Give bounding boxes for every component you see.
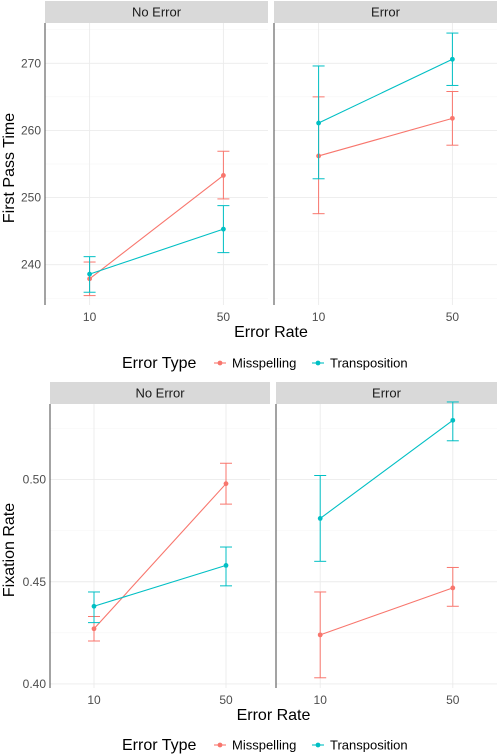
data-point xyxy=(91,626,97,632)
facet-strip xyxy=(50,382,270,404)
data-point xyxy=(91,603,97,609)
series-line xyxy=(93,483,227,630)
x-axis-title: Error Rate xyxy=(237,707,311,724)
x-tick-label: 50 xyxy=(446,693,460,707)
y-tick-label: 240 xyxy=(21,258,41,272)
data-point xyxy=(317,632,323,638)
facet-strip xyxy=(274,1,497,23)
facet-label: No Error xyxy=(132,5,182,20)
facet-label: No Error xyxy=(135,386,185,401)
legend-key-point xyxy=(315,742,321,748)
facet-strip xyxy=(276,382,497,404)
data-point xyxy=(223,563,229,568)
panel-1-2: Error 10 50 xyxy=(273,1,497,324)
legend-title: Error Type xyxy=(122,737,197,754)
facet-label: Error xyxy=(372,386,402,401)
chart-1: No Error 10 50 Error 10 50 240 250 260 270 First P… xyxy=(1,1,497,372)
legend-entry-misspelling: Misspelling xyxy=(214,356,296,371)
x-tick-label: 50 xyxy=(217,310,231,324)
legend-title: Error Type xyxy=(122,355,197,372)
y-tick-label: 260 xyxy=(21,123,41,137)
legend-key-point xyxy=(217,742,223,748)
series-line xyxy=(318,58,453,124)
series-transposition xyxy=(88,546,232,624)
x-tick-label: 10 xyxy=(312,310,326,324)
y-tick-label: 270 xyxy=(21,56,41,70)
series-transposition xyxy=(312,32,459,180)
x-axis-title: Error Rate xyxy=(234,324,308,341)
series-misspelling xyxy=(314,566,459,679)
series-transposition xyxy=(83,205,230,293)
data-point xyxy=(316,120,321,126)
facet-label: Error xyxy=(371,5,401,20)
series-line xyxy=(318,117,453,157)
series-transposition xyxy=(314,401,459,562)
legend-key-point xyxy=(315,360,321,366)
legend-entry-misspelling: Misspelling xyxy=(214,738,296,753)
series-line xyxy=(93,564,227,607)
chart-2: No Error 10 50 Error 10 50 0.40 0.45 0.50 Fixatio… xyxy=(1,382,497,754)
series-line xyxy=(319,419,454,519)
legend-label: Transposition xyxy=(330,738,408,753)
y-axis-title: Fixation Rate xyxy=(1,503,18,597)
data-point xyxy=(450,585,456,591)
legend-label: Misspelling xyxy=(232,356,296,371)
x-tick-label: 10 xyxy=(83,310,97,324)
panel-2-1: No Error 10 50 xyxy=(49,382,270,707)
legend: Error Type Misspelling Transposition xyxy=(122,737,408,754)
legend-entry-transposition: Transposition xyxy=(312,356,408,371)
data-point xyxy=(317,516,323,521)
panel-1-1: No Error 10 50 xyxy=(44,1,268,324)
x-tick-label: 50 xyxy=(219,693,233,707)
legend: Error Type Misspelling Transposition xyxy=(122,355,408,372)
y-axis-title: First Pass Time xyxy=(1,113,18,223)
data-point xyxy=(450,115,455,121)
y-tick-label: 0.50 xyxy=(23,473,47,487)
x-tick-label: 10 xyxy=(87,693,101,707)
facet-strip xyxy=(45,1,268,23)
data-point xyxy=(87,271,92,277)
x-tick-label: 50 xyxy=(446,310,460,324)
legend-label: Misspelling xyxy=(232,738,296,753)
series-misspelling xyxy=(83,150,230,297)
series-line xyxy=(320,587,453,636)
data-point xyxy=(221,226,226,232)
legend-label: Transposition xyxy=(330,356,408,371)
y-tick-label: 0.45 xyxy=(23,575,47,589)
data-point xyxy=(450,56,455,62)
data-point xyxy=(221,173,226,178)
legend-key-point xyxy=(217,360,223,366)
series-line xyxy=(89,174,224,280)
y-tick-label: 0.40 xyxy=(23,677,47,691)
data-point xyxy=(450,417,456,423)
data-point xyxy=(223,481,229,487)
panel-2-2: Error 10 50 xyxy=(275,382,497,707)
series-line xyxy=(89,228,224,275)
y-tick-label: 250 xyxy=(21,191,41,205)
series-misspelling xyxy=(312,90,459,215)
x-tick-label: 10 xyxy=(314,693,328,707)
series-misspelling xyxy=(88,462,232,642)
legend-entry-transposition: Transposition xyxy=(312,738,408,753)
